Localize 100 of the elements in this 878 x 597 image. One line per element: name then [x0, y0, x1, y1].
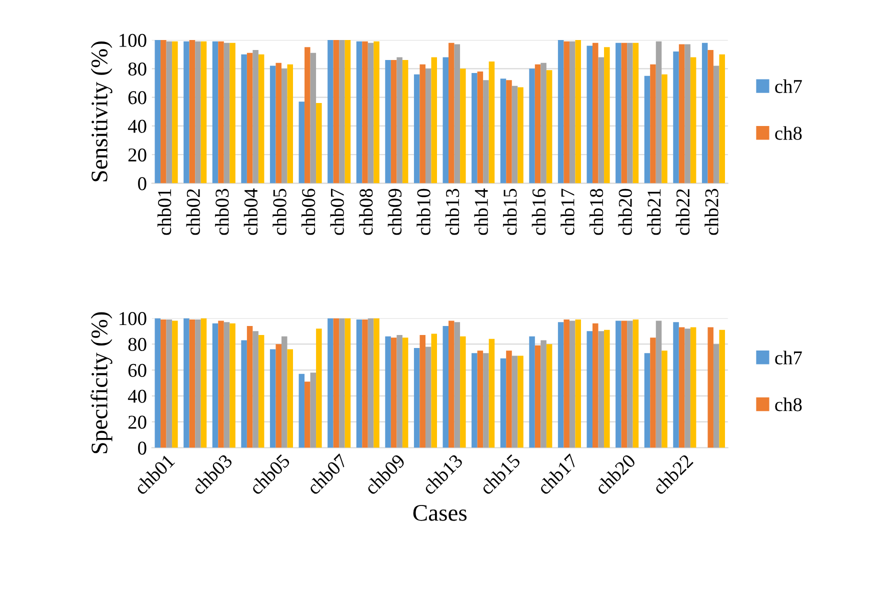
bar	[650, 64, 656, 184]
bar	[454, 322, 460, 448]
bar	[344, 318, 351, 448]
bar	[586, 46, 593, 184]
bar	[598, 331, 604, 448]
bar	[287, 64, 294, 184]
x-tick-label: chb06	[301, 188, 316, 235]
bar	[230, 42, 236, 184]
bar	[472, 72, 478, 184]
bar	[166, 41, 172, 184]
bar	[390, 338, 397, 448]
bar	[246, 52, 253, 184]
bar	[673, 51, 679, 184]
x-tick-label: chb18	[589, 188, 604, 235]
bar	[708, 50, 714, 184]
bar	[298, 374, 305, 448]
bar	[529, 68, 535, 184]
x-tick-label: chb13	[445, 188, 460, 235]
bar	[328, 318, 334, 448]
bar	[420, 335, 426, 448]
bar	[616, 42, 622, 184]
bar	[339, 40, 345, 184]
legend-label: ch7	[775, 350, 802, 364]
bar	[684, 328, 690, 448]
bar	[414, 74, 420, 184]
y-tick-label: 20	[128, 148, 146, 162]
bar	[189, 40, 196, 184]
bar	[713, 344, 720, 448]
bar	[224, 322, 230, 448]
bar	[224, 42, 230, 184]
bar	[362, 319, 368, 448]
bar	[604, 47, 610, 184]
bar	[172, 41, 178, 184]
bar	[310, 372, 316, 448]
x-axis-title: Cases	[413, 504, 467, 521]
y-tick-label: 20	[128, 416, 146, 429]
y-tick-label: 60	[128, 364, 146, 377]
bar	[200, 318, 207, 448]
y-axis-title: Sensitivity (%)	[90, 42, 112, 182]
bar	[673, 322, 679, 448]
bar	[569, 41, 576, 184]
bar	[402, 338, 408, 448]
bar	[333, 318, 340, 448]
bar	[414, 348, 420, 448]
x-tick-label: chb07	[330, 188, 344, 235]
bar	[356, 41, 362, 184]
bar	[154, 318, 161, 448]
bar	[684, 44, 690, 184]
bar	[218, 320, 224, 448]
x-tick-label: chb10	[416, 188, 430, 235]
bar	[396, 335, 402, 448]
bar	[713, 66, 720, 184]
bar	[719, 330, 725, 448]
bar	[483, 353, 489, 448]
bar	[650, 338, 656, 448]
bar	[483, 80, 489, 184]
bar	[160, 40, 166, 184]
bar	[281, 68, 288, 184]
legend-label: ch8	[775, 398, 802, 412]
bar	[316, 103, 322, 184]
bar	[298, 102, 305, 184]
bar	[627, 42, 633, 184]
bar	[402, 60, 408, 184]
bar	[621, 320, 628, 448]
bar	[678, 327, 685, 448]
bar	[656, 41, 662, 184]
bar	[252, 50, 258, 184]
y-tick-label: 80	[128, 338, 146, 352]
bar	[420, 64, 426, 184]
bar	[356, 319, 362, 448]
bar	[454, 44, 460, 184]
x-tick-label: chb04	[244, 188, 258, 235]
bar	[690, 327, 696, 448]
bar	[184, 41, 190, 184]
bar	[385, 336, 391, 448]
bar	[200, 41, 207, 184]
x-tick-label: chb22	[676, 189, 690, 235]
bar	[575, 319, 581, 448]
bar	[362, 41, 368, 184]
bar	[477, 350, 484, 448]
bar	[460, 68, 466, 184]
bar	[212, 41, 218, 184]
bar	[154, 40, 161, 184]
bar	[276, 62, 282, 184]
bar	[534, 345, 541, 448]
bar	[644, 76, 650, 184]
x-tick-label: chb17	[560, 188, 574, 235]
bar	[592, 323, 598, 448]
bar	[385, 60, 391, 184]
bar	[448, 320, 454, 448]
bar	[632, 42, 639, 184]
bar	[518, 356, 524, 448]
bar	[656, 320, 662, 448]
bar	[506, 80, 512, 184]
bar	[598, 57, 604, 184]
x-tick-label: chb20	[618, 188, 632, 235]
y-tick-label: 100	[120, 34, 146, 47]
bar	[558, 322, 564, 448]
bar	[592, 42, 598, 184]
bar	[540, 62, 546, 184]
